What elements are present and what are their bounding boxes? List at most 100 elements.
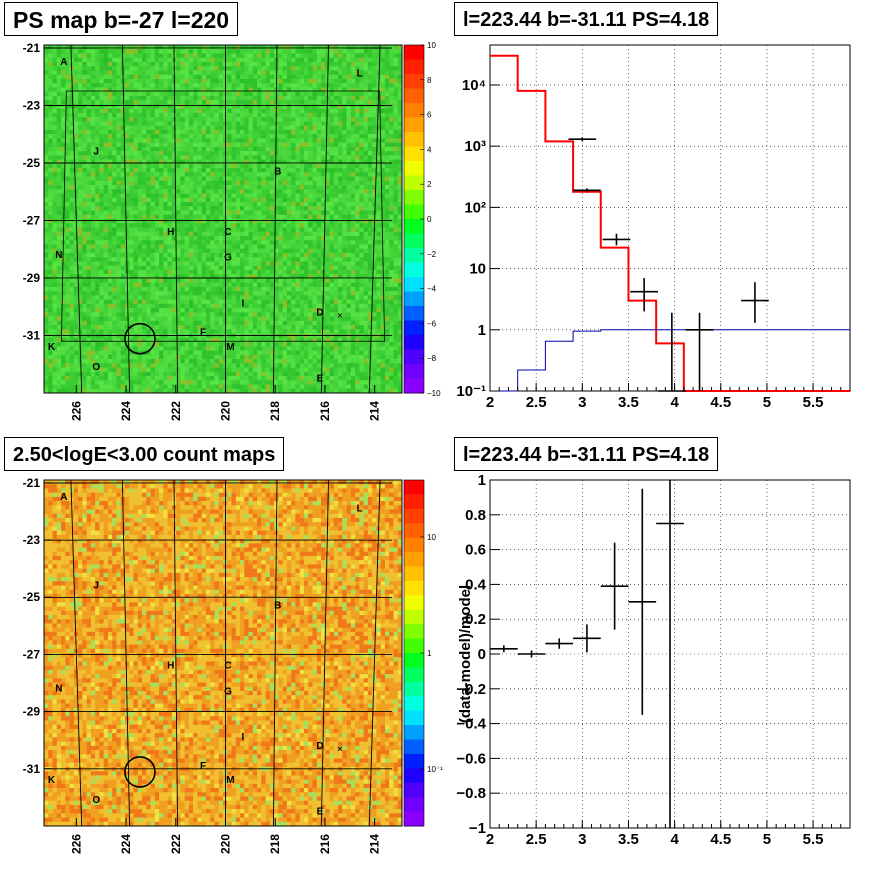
colorbar-tick-label: 10 <box>427 41 436 50</box>
x-tick-label: 214 <box>368 401 382 421</box>
source-label: I <box>241 299 244 310</box>
source-label: O <box>92 362 100 373</box>
title-count-map: 2.50<logE<3.00 count maps <box>4 437 285 471</box>
source-label: L <box>357 69 363 80</box>
source-label: B <box>274 601 281 612</box>
source-label: J <box>93 146 99 157</box>
y-tick-label: −1 <box>469 820 486 837</box>
colorbar-tick-label: 10 <box>427 533 436 542</box>
source-label: D <box>316 307 323 318</box>
count-colorbar: 10 1 10⁻¹ <box>403 479 443 827</box>
x-tick-label: 222 <box>169 401 183 421</box>
y-tick-label: -27 <box>23 647 41 661</box>
source-label: A <box>60 492 67 503</box>
source-label: C <box>224 227 231 238</box>
x-tick-label: 224 <box>119 401 133 421</box>
y-tick-label: -23 <box>23 98 41 112</box>
x-tick-label: 3.5 <box>618 831 639 848</box>
x-tick-label: 214 <box>368 834 382 854</box>
source-label: K <box>48 775 56 786</box>
source-label: F <box>200 761 206 772</box>
colorbar-tick-label: 0 <box>427 215 432 224</box>
source-label: N <box>55 684 62 695</box>
x-tick-label: 226 <box>69 401 83 421</box>
y-tick-label: 0.2 <box>465 611 486 628</box>
y-tick-label: -31 <box>23 762 41 776</box>
diffuse_model-histogram <box>490 329 850 392</box>
source-label: N <box>55 250 62 261</box>
colorbar-tick-label: 1 <box>427 649 432 658</box>
count-map-panel: A L J B H C G N I D F M K O E 226 224 222 220 218 216 214 -21 -… <box>23 476 403 854</box>
cross-marker <box>337 746 343 752</box>
total_model-histogram <box>490 54 850 392</box>
spectrum-panel: 2 2.5 3 3.5 4 4.5 5 5.5 10⁻¹ 1 10 10² 10³ 10⁴ <box>456 44 851 411</box>
y-tick-label: 0.4 <box>465 576 487 593</box>
colorbar-tick-label: −6 <box>427 319 437 328</box>
coordinate-grid <box>43 479 393 827</box>
source-label: E <box>317 373 324 384</box>
x-tick-label: 2 <box>486 394 494 411</box>
y-tick-label: −0.8 <box>456 785 486 802</box>
x-tick-label: 2.5 <box>526 394 547 411</box>
y-tick-label: -21 <box>23 476 41 490</box>
y-tick-label: 1 <box>478 322 486 339</box>
y-tick-label: -27 <box>23 213 41 227</box>
x-tick-label: 220 <box>218 401 232 421</box>
source-label: D <box>316 741 323 752</box>
source-label: A <box>60 57 67 68</box>
colorbar-tick-label: 8 <box>427 76 432 85</box>
ps-colorbar: 10 8 6 4 2 0 −2 −4 −6 −8 −10 <box>403 41 441 398</box>
x-tick-label: 5 <box>763 831 771 848</box>
y-tick-label: −0.2 <box>456 681 486 698</box>
source-label: K <box>48 342 56 353</box>
colorbar-tick-label: −2 <box>427 250 437 259</box>
source-label: O <box>92 795 100 806</box>
y-tick-label: −0.4 <box>456 716 486 733</box>
x-tick-label: 5 <box>763 394 771 411</box>
source-label: J <box>93 581 99 592</box>
source-label: H <box>167 661 174 672</box>
x-tick-label: 4 <box>670 394 679 411</box>
y-tick-label: 10 <box>469 261 486 278</box>
source-label: C <box>224 661 231 672</box>
x-tick-label: 3 <box>578 831 586 848</box>
x-tick-label: 218 <box>268 401 282 421</box>
y-tick-label: 10³ <box>464 138 486 155</box>
source-label: F <box>200 327 206 338</box>
source-label: G <box>224 253 232 264</box>
heatmap-cells <box>44 480 403 827</box>
x-tick-label: 5.5 <box>803 394 824 411</box>
y-tick-label: -31 <box>23 328 41 342</box>
source-label: M <box>226 775 234 786</box>
x-tick-label: 216 <box>318 401 332 421</box>
x-tick-label: 220 <box>218 834 232 854</box>
y-tick-label: -21 <box>23 41 41 55</box>
residual-panel: 2 2.5 3 3.5 4 4.5 5 5.5 1 0.8 0.6 0.4 0.2 0 −0.2 −0.4 −0… <box>456 472 851 848</box>
y-tick-label: −0.6 <box>456 750 486 767</box>
x-tick-label: 5.5 <box>803 831 824 848</box>
x-tick-label: 224 <box>119 834 133 854</box>
coordinate-grid <box>43 44 393 394</box>
y-tick-label: 10⁴ <box>462 77 486 94</box>
x-tick-label: 226 <box>69 834 83 854</box>
y-axis-label: (data-model)/model <box>457 585 474 723</box>
y-tick-label: -25 <box>23 156 41 170</box>
y-tick-label: 0 <box>478 646 486 663</box>
source-label: L <box>357 503 363 514</box>
x-tick-label: 4.5 <box>710 831 731 848</box>
colorbar-tick-label: −8 <box>427 354 437 363</box>
source-label: B <box>274 166 281 177</box>
colorbar-tick-label: −10 <box>427 389 441 398</box>
y-tick-label: 10⁻¹ <box>456 383 486 400</box>
title-residuals: l=223.44 b=-31.11 PS=4.18 <box>454 437 719 471</box>
title-ps-map: PS map b=-27 l=220 <box>4 2 239 36</box>
source-label: M <box>226 342 234 353</box>
y-tick-label: 0.8 <box>465 507 486 524</box>
x-tick-label: 2.5 <box>526 831 547 848</box>
x-tick-label: 3.5 <box>618 394 639 411</box>
cross-marker <box>337 313 343 318</box>
map-frame <box>43 479 403 827</box>
source-label: I <box>241 732 244 743</box>
ps-map-panel: A L J B H C G N I D F M K O E 226 224 222 220 218 216 214 -21 -… <box>23 41 403 421</box>
